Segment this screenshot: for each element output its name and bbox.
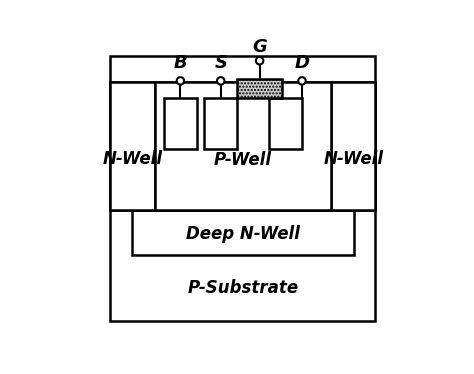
Text: P-Well: P-Well: [214, 151, 272, 169]
Text: N+: N+: [208, 116, 234, 131]
Text: G: G: [252, 38, 267, 56]
Bar: [132, 211, 354, 255]
Bar: [164, 98, 197, 148]
Bar: [331, 82, 375, 211]
Bar: [155, 82, 331, 211]
Bar: [110, 82, 155, 211]
Circle shape: [298, 77, 306, 85]
Text: P-Substrate: P-Substrate: [187, 279, 299, 297]
Bar: [269, 98, 302, 148]
Text: S: S: [214, 54, 227, 72]
Bar: [204, 98, 237, 148]
Circle shape: [256, 57, 264, 64]
Circle shape: [177, 77, 184, 85]
Text: N-Well: N-Well: [323, 150, 383, 168]
Text: N+: N+: [273, 116, 298, 131]
Bar: [237, 79, 282, 98]
Bar: [110, 82, 375, 211]
Text: N+: N+: [168, 116, 193, 131]
Text: B: B: [173, 54, 187, 72]
Text: Deep N-Well: Deep N-Well: [186, 224, 300, 242]
Text: N-Well: N-Well: [102, 150, 163, 168]
Circle shape: [217, 77, 225, 85]
Text: D: D: [294, 54, 310, 72]
